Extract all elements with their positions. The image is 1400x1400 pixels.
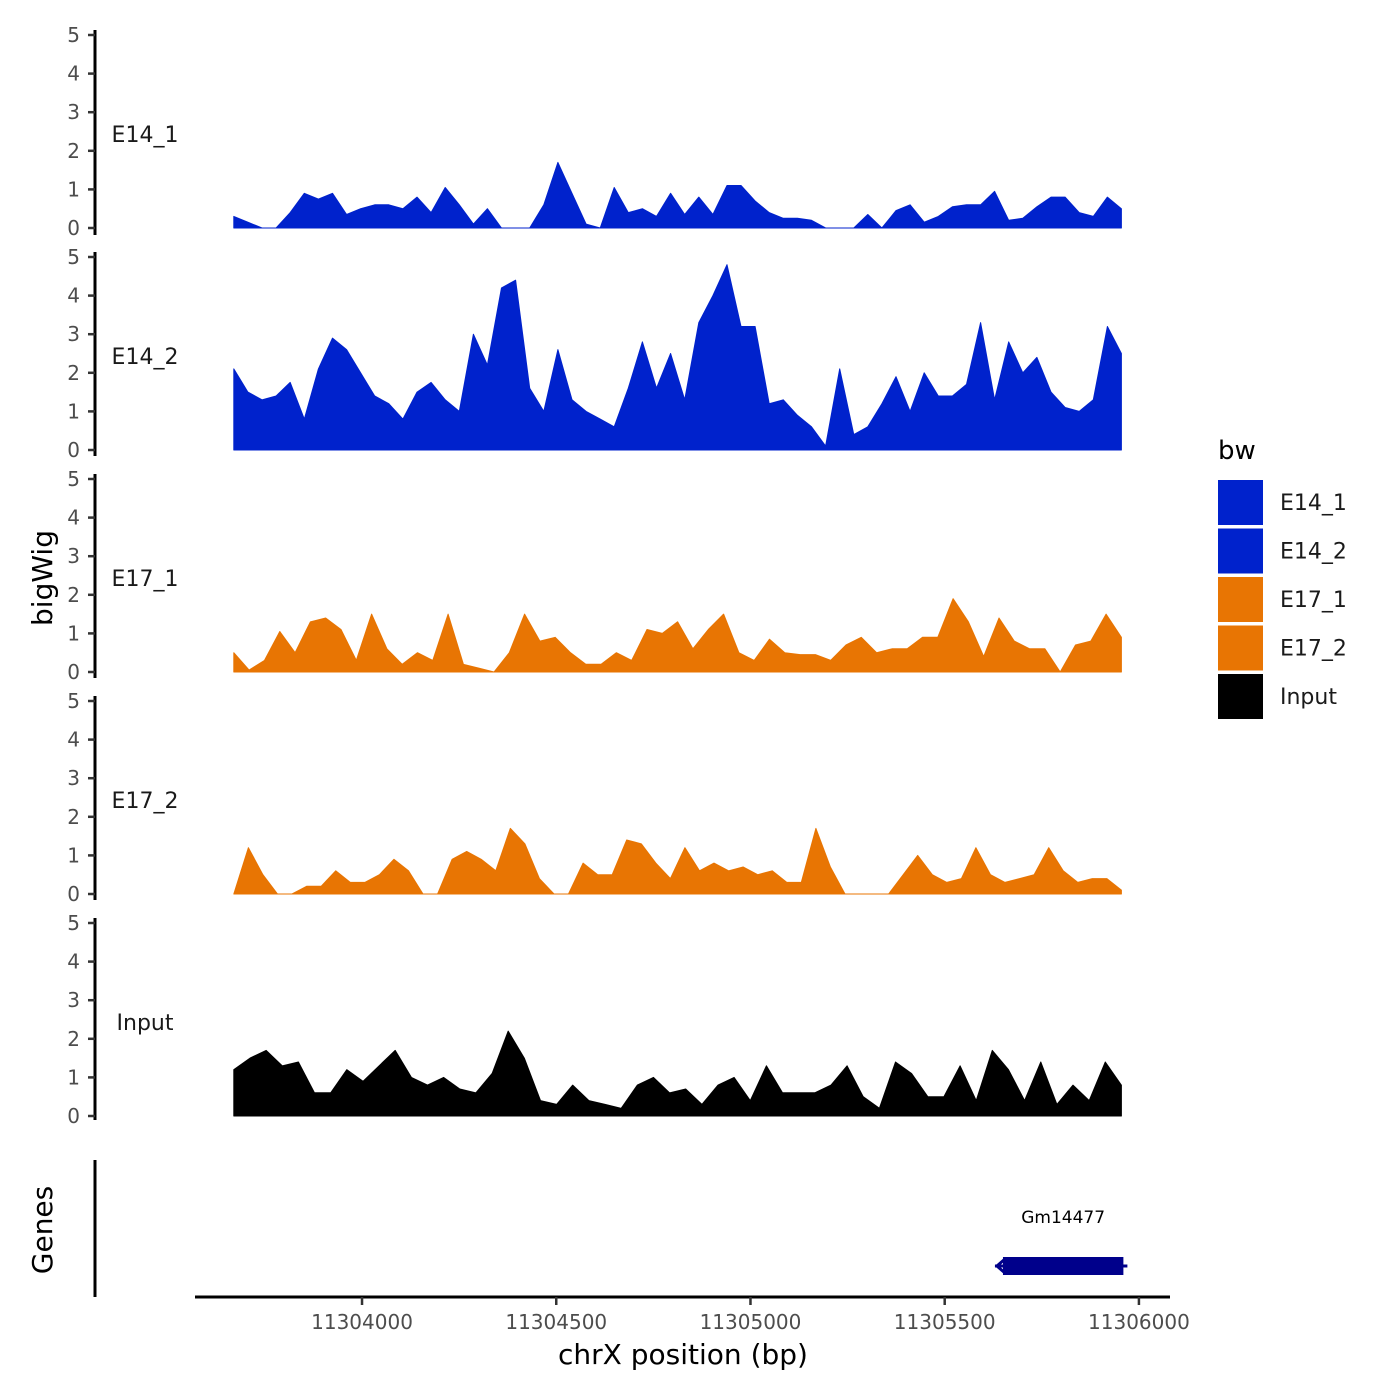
x-axis-title: chrX position (bp) xyxy=(558,1338,808,1371)
y-tick-label: 0 xyxy=(67,660,80,684)
track-label: E17_1 xyxy=(112,567,179,592)
y-tick-label: 3 xyxy=(67,100,80,124)
y-tick-label: 2 xyxy=(67,583,80,607)
signal-area-input xyxy=(233,1030,1122,1117)
signal-area-e14_2 xyxy=(233,264,1122,451)
x-tick-label: 11304500 xyxy=(505,1310,607,1334)
legend-swatch xyxy=(1218,577,1263,622)
y-tick-label: 3 xyxy=(67,766,80,790)
signal-area-e14_1 xyxy=(233,161,1122,229)
y-tick-label: 0 xyxy=(67,1104,80,1128)
y-tick-label: 3 xyxy=(67,322,80,346)
legend-title: bw xyxy=(1218,436,1256,466)
y-tick-label: 0 xyxy=(67,216,80,240)
y-tick-label: 5 xyxy=(67,467,80,491)
y-tick-label: 1 xyxy=(67,843,80,867)
y-tick-label: 2 xyxy=(67,361,80,385)
x-tick-label: 11306000 xyxy=(1088,1310,1190,1334)
y-tick-label: 5 xyxy=(67,23,80,47)
y-tick-label: 5 xyxy=(67,911,80,935)
legend-swatch xyxy=(1218,480,1263,525)
y-tick-label: 5 xyxy=(67,689,80,713)
y-tick-label: 4 xyxy=(67,62,80,86)
y-tick-label: 0 xyxy=(67,882,80,906)
track-e14_1: 0 1 2 3 4 5 E14_1 xyxy=(67,23,1122,240)
y-tick-label: 5 xyxy=(67,245,80,269)
signal-tracks: 0 1 2 3 4 5 E14_1 0 1 2 3 4 5 E14_2 0 1 2 3 4 5 E17_1 0 1 2 3 4 5 E… xyxy=(67,23,1122,1128)
y-tick-label: 4 xyxy=(67,506,80,530)
y-tick-label: 2 xyxy=(67,139,80,163)
legend-label: E17_2 xyxy=(1280,637,1347,662)
legend-label: E17_1 xyxy=(1280,588,1347,613)
signal-area-e17_1 xyxy=(233,598,1122,673)
y-tick-label: 2 xyxy=(67,1027,80,1051)
track-label: E17_2 xyxy=(112,789,179,814)
x-tick-label: 11305500 xyxy=(894,1310,996,1334)
strand-arrow-icon xyxy=(994,1257,1006,1275)
y-tick-label: 3 xyxy=(67,988,80,1012)
y-tick-label: 1 xyxy=(67,177,80,201)
x-tick-label: 11305000 xyxy=(700,1310,802,1334)
legend-swatch xyxy=(1218,625,1263,671)
legend-label: E14_2 xyxy=(1280,540,1347,565)
genes-track-title: Genes xyxy=(26,1186,59,1274)
gene-label: Gm14477 xyxy=(1021,1208,1105,1228)
track-label: E14_1 xyxy=(112,123,179,148)
y-tick-label: 4 xyxy=(67,728,80,752)
x-tick-label: 11304000 xyxy=(311,1310,413,1334)
track-input: 0 1 2 3 4 5 Input xyxy=(67,911,1122,1128)
legend-label: Input xyxy=(1280,685,1337,710)
track-label: E14_2 xyxy=(112,345,179,370)
genes-track: Gm14477 xyxy=(93,1160,1128,1297)
y-tick-label: 4 xyxy=(67,950,80,974)
y-tick-label: 0 xyxy=(67,438,80,462)
track-e14_2: 0 1 2 3 4 5 E14_2 xyxy=(67,245,1122,462)
track-e17_1: 0 1 2 3 4 5 E17_1 xyxy=(67,467,1122,684)
y-tick-label: 4 xyxy=(67,284,80,308)
y-tick-label: 1 xyxy=(67,1065,80,1089)
legend-swatch xyxy=(1218,528,1263,574)
legend-label: E14_1 xyxy=(1280,491,1347,516)
track-label: Input xyxy=(117,1011,174,1036)
y-tick-label: 3 xyxy=(67,544,80,568)
signal-area-e17_2 xyxy=(233,827,1122,895)
y-tick-label: 2 xyxy=(67,805,80,829)
track-e17_2: 0 1 2 3 4 5 E17_2 xyxy=(67,689,1122,906)
y-tick-label: 1 xyxy=(67,399,80,423)
gene-gm14477: Gm14477 xyxy=(994,1208,1128,1275)
legend-swatch xyxy=(1218,674,1263,719)
y-tick-label: 1 xyxy=(67,621,80,645)
x-axis: 11304000 11304500 11305000 11305500 11306000 xyxy=(195,1295,1190,1334)
y-axis-title: bigWig xyxy=(26,530,59,626)
legend: bw E14_1 E14_2 E17_1 E17_2 Input xyxy=(1218,436,1347,719)
